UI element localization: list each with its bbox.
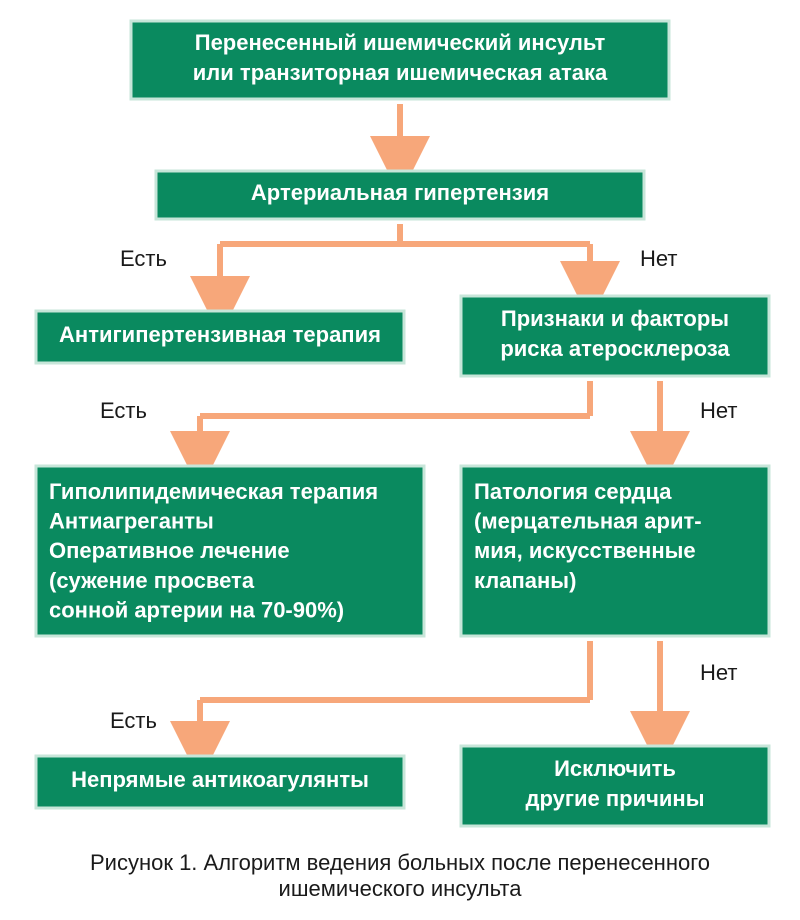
flow-node: Артериальная гипертензия [155, 170, 645, 220]
flow-node-text: Исключить [554, 756, 676, 781]
flow-node-text: мия, искусственные [474, 538, 696, 563]
flow-node: Антигипертензивная терапия [35, 310, 405, 364]
flow-node-text: Патология сердца [474, 479, 672, 504]
flow-node-text: Признаки и факторы [501, 306, 729, 331]
edge-label: Есть [120, 246, 167, 271]
flow-node-text: Гиполипидемическая терапия [49, 479, 378, 504]
flow-node: Исключить другие причины [460, 745, 770, 827]
flow-node-text: или транзиторная ишемическая атака [193, 60, 608, 85]
flow-node-text: другие причины [525, 786, 704, 811]
flow-node: Перенесенный ишемический инсульт или тран… [130, 20, 670, 100]
edge-label: Есть [100, 398, 147, 423]
flow-node-text: Антиагреганты [49, 509, 214, 534]
flow-node-text: Артериальная гипертензия [251, 180, 549, 205]
flow-node-text: риска атеросклероза [500, 336, 730, 361]
flow-node: Гиполипидемическая терапия Антиагреганты О… [35, 465, 425, 637]
flowchart-canvas: Перенесенный ишемический инсульт или тран… [0, 0, 800, 920]
flow-node-text: Непрямые антикоагулянты [71, 767, 369, 792]
flow-node-text: Оперативное лечение [49, 538, 290, 563]
flow-node: Признаки и факторы риска атеросклероза [460, 295, 770, 377]
flow-node-text: Антигипертензивная терапия [59, 322, 381, 347]
flow-node: Непрямые антикоагулянты [35, 755, 405, 809]
flow-node-text: (мерцательная арит- [474, 509, 702, 534]
figure-caption: ишемического инсульта [279, 876, 523, 901]
flow-node-text: (сужение просвета [49, 568, 255, 593]
flow-node-text: Перенесенный ишемический инсульт [195, 30, 606, 55]
edge-label: Есть [110, 708, 157, 733]
edge-label: Нет [700, 660, 737, 685]
flow-node: Патология сердца (мерцательная арит-мия, … [460, 465, 770, 637]
flow-node-text: клапаны) [474, 568, 576, 593]
flow-node-text: сонной артерии на 70-90%) [49, 598, 344, 623]
edge-label: Нет [640, 246, 677, 271]
figure-caption: Рисунок 1. Алгоритм ведения больных посл… [90, 850, 710, 875]
edge-label: Нет [700, 398, 737, 423]
